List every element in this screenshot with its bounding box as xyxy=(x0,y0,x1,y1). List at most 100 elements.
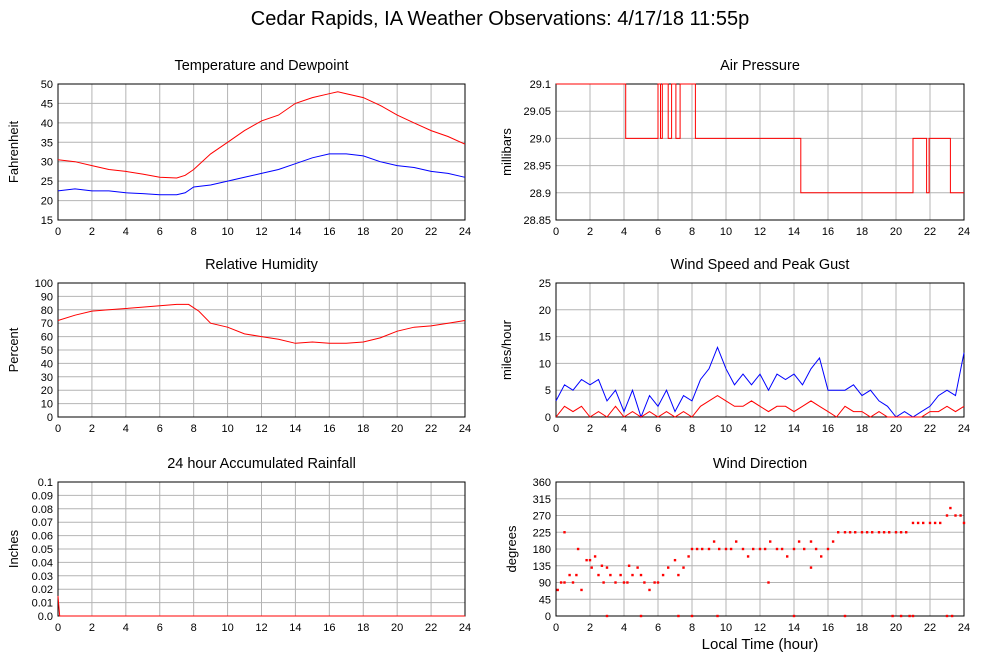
x-tick-label: 20 xyxy=(391,226,403,238)
scatter-point xyxy=(962,521,966,525)
scatter-point xyxy=(928,521,932,525)
scatter-point xyxy=(575,573,578,577)
x-tick-label: 22 xyxy=(425,622,437,634)
scatter-point xyxy=(848,531,852,534)
y-tick-label: 0 xyxy=(545,412,551,424)
y-axis-label: Inches xyxy=(6,529,21,568)
x-tick-label: 2 xyxy=(89,423,95,435)
chart-title: Wind Speed and Peak Gust xyxy=(671,257,850,273)
x-tick-label: 12 xyxy=(255,226,267,238)
x-tick-label: 10 xyxy=(720,622,732,634)
x-tick-label: 22 xyxy=(425,423,437,435)
scatter-point xyxy=(933,521,937,525)
x-tick-label: 10 xyxy=(221,226,233,238)
y-tick-label: 0 xyxy=(47,412,53,424)
x-tick-label: 18 xyxy=(357,226,369,238)
y-tick-label: 80 xyxy=(41,305,53,317)
scatter-point xyxy=(786,555,789,558)
x-tick-label: 16 xyxy=(822,423,834,435)
scatter-point xyxy=(712,540,716,543)
y-tick-label: 50 xyxy=(41,345,53,357)
x-tick-label: 20 xyxy=(890,423,902,435)
scatter-point xyxy=(949,506,952,510)
x-tick-label: 0 xyxy=(553,423,559,435)
y-tick-label: 5 xyxy=(545,385,551,397)
x-tick-label: 10 xyxy=(720,423,732,435)
scatter-point xyxy=(905,531,908,534)
y-tick-label: 30 xyxy=(41,157,53,169)
chart-panel-1: 0 2 4 6 8 10 12 14 16 18 20 22 2428.8528.928.9529.02… xyxy=(499,58,970,238)
y-tick-label: 0.05 xyxy=(32,544,53,556)
scatter-point xyxy=(780,547,784,551)
scatter-point xyxy=(559,581,563,584)
scatter-point xyxy=(775,547,779,551)
x-tick-label: 2 xyxy=(89,226,95,238)
y-tick-label: 360 xyxy=(533,477,551,489)
y-tick-label: 25 xyxy=(41,176,53,188)
x-tick-label: 14 xyxy=(289,622,301,634)
x-tick-label: 14 xyxy=(289,226,301,238)
x-tick-label: 24 xyxy=(958,622,970,634)
y-tick-label: 28.95 xyxy=(523,161,551,173)
scatter-point xyxy=(707,547,711,551)
scatter-point xyxy=(724,547,728,551)
scatter-point xyxy=(576,547,580,551)
y-tick-label: 29.1 xyxy=(530,79,551,91)
x-tick-label: 14 xyxy=(788,423,800,435)
scatter-point xyxy=(677,614,680,618)
scatter-point xyxy=(865,531,869,534)
scatter-point xyxy=(636,566,639,569)
scatter-point xyxy=(911,521,915,525)
x-tick-label: 4 xyxy=(123,226,129,238)
x-tick-label: 8 xyxy=(191,226,197,238)
x-tick-label: 20 xyxy=(391,423,403,435)
scatter-point xyxy=(831,540,835,543)
scatter-point xyxy=(803,547,806,551)
y-tick-label: 35 xyxy=(41,137,53,149)
x-tick-label: 16 xyxy=(323,622,335,634)
x-tick-label: 2 xyxy=(587,226,593,238)
x-tick-label: 20 xyxy=(890,226,902,238)
x-tick-label: 16 xyxy=(323,226,335,238)
scatter-point xyxy=(792,614,796,618)
scatter-point xyxy=(735,540,738,543)
scatter-point xyxy=(843,614,847,618)
y-tick-label: 315 xyxy=(533,494,551,506)
x-tick-label: 0 xyxy=(55,226,61,238)
chart-title: Wind Direction xyxy=(713,456,807,472)
scatter-point xyxy=(763,547,767,551)
x-tick-label: 14 xyxy=(788,226,800,238)
scatter-point xyxy=(626,581,629,584)
y-tick-label: 0.07 xyxy=(32,517,53,529)
scatter-point xyxy=(656,581,660,584)
scatter-point xyxy=(945,514,949,517)
scatter-point xyxy=(752,547,755,551)
scatter-point xyxy=(916,521,920,525)
scatter-point xyxy=(614,581,617,584)
y-tick-label: 10 xyxy=(539,358,551,370)
scatter-point xyxy=(854,531,857,534)
series-line-1 xyxy=(555,395,965,418)
plot-frame xyxy=(57,282,466,418)
scatter-point xyxy=(891,614,894,618)
y-tick-label: 0 xyxy=(545,611,551,623)
chart-title: Relative Humidity xyxy=(205,257,319,273)
scatter-point xyxy=(590,566,593,569)
x-tick-label: 24 xyxy=(958,226,970,238)
y-tick-label: 0.09 xyxy=(32,490,53,502)
x-tick-label: 6 xyxy=(157,226,163,238)
x-tick-label: 10 xyxy=(221,622,233,634)
chart-title: Air Pressure xyxy=(720,58,800,74)
scatter-point xyxy=(609,573,612,577)
scatter-point xyxy=(860,531,864,534)
scatter-point xyxy=(622,581,626,584)
scatter-point xyxy=(597,573,600,577)
x-tick-label: 16 xyxy=(822,226,834,238)
x-tick-label: 16 xyxy=(323,423,335,435)
scatter-point xyxy=(950,614,954,618)
scatter-point xyxy=(585,558,588,562)
y-tick-label: 60 xyxy=(41,332,53,344)
scatter-point xyxy=(648,588,651,592)
x-tick-label: 0 xyxy=(55,622,61,634)
scatter-point xyxy=(593,555,597,558)
